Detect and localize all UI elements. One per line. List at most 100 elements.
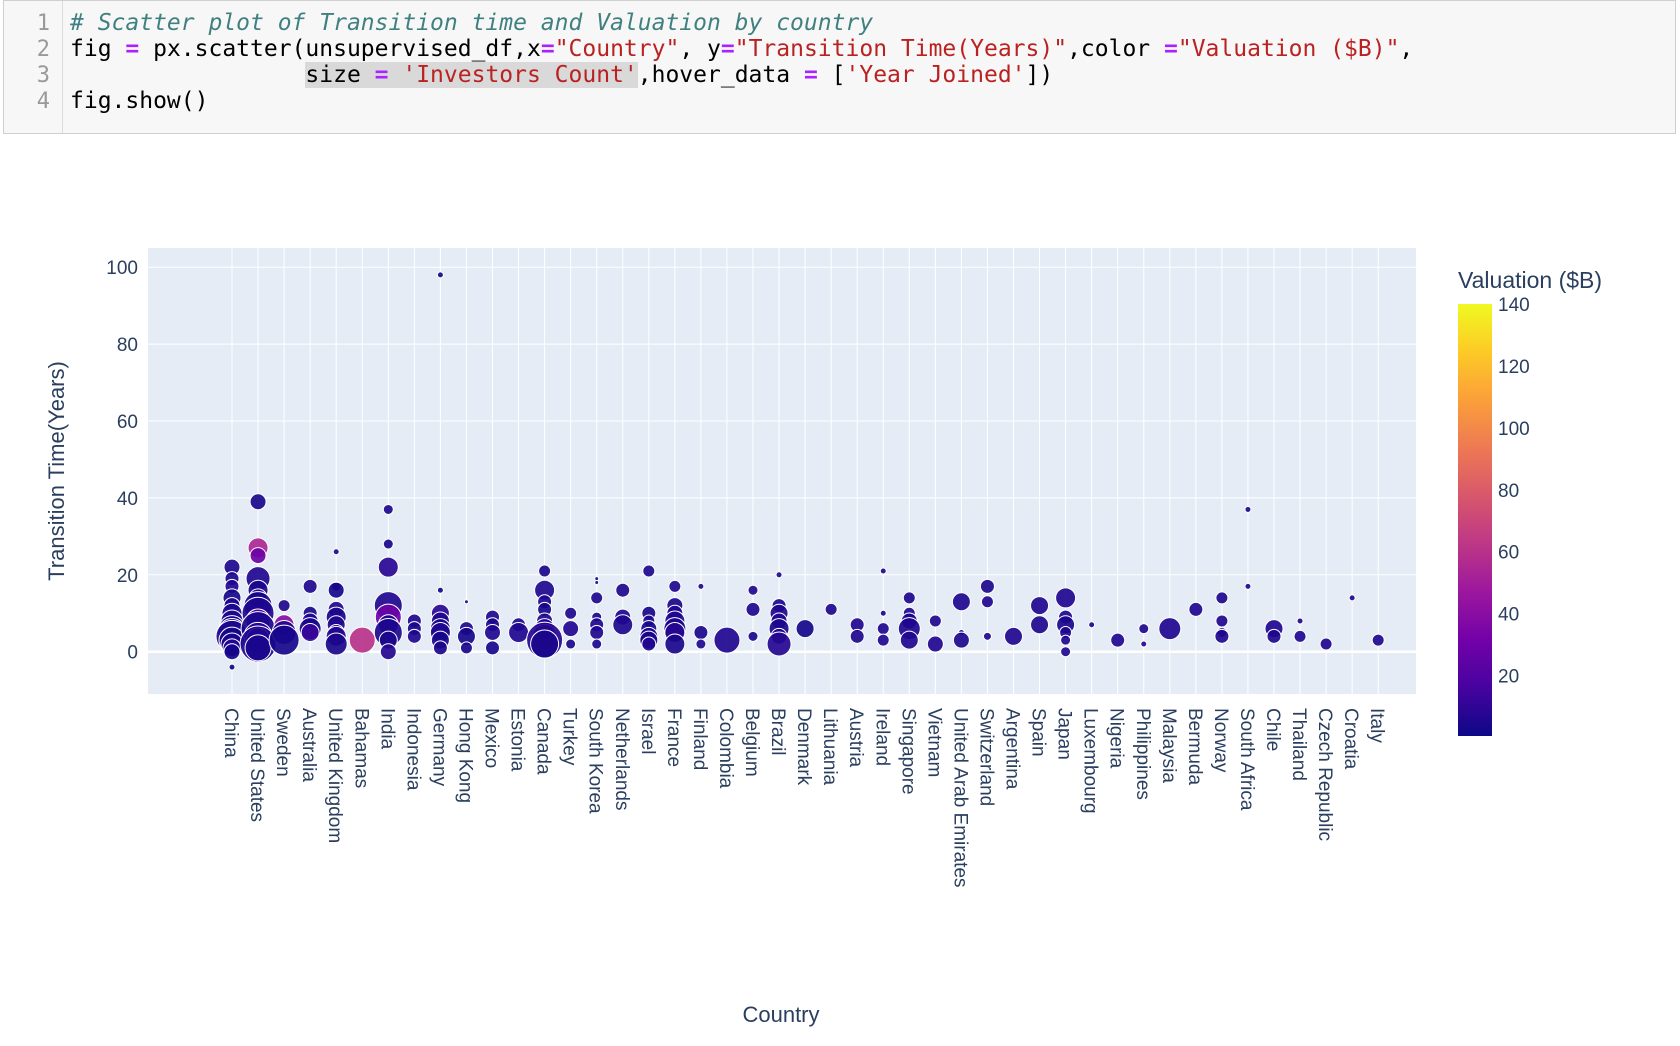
data-point[interactable] <box>899 630 919 650</box>
data-point[interactable] <box>249 547 267 565</box>
data-point[interactable] <box>747 584 759 596</box>
data-point[interactable] <box>432 640 448 656</box>
x-tick-label: Hong Kong <box>454 708 475 803</box>
data-point[interactable] <box>436 586 444 594</box>
data-point[interactable] <box>713 626 741 654</box>
data-point[interactable] <box>277 599 291 613</box>
data-point[interactable] <box>348 626 376 654</box>
data-point[interactable] <box>1030 596 1050 616</box>
data-point[interactable] <box>530 629 560 659</box>
code-line-4[interactable]: fig.show() <box>70 88 208 114</box>
data-point[interactable] <box>876 633 890 647</box>
data-point[interactable] <box>1030 615 1050 635</box>
data-point[interactable] <box>1138 623 1150 635</box>
data-point[interactable] <box>928 614 942 628</box>
data-point[interactable] <box>951 592 971 612</box>
data-point[interactable] <box>1371 633 1385 647</box>
data-point[interactable] <box>1348 594 1356 602</box>
data-point[interactable] <box>1244 505 1252 513</box>
data-point[interactable] <box>664 633 686 655</box>
data-point[interactable] <box>538 564 552 578</box>
data-point[interactable] <box>641 636 657 652</box>
data-point[interactable] <box>562 620 580 638</box>
data-point[interactable] <box>902 591 916 605</box>
data-point[interactable] <box>642 564 656 578</box>
data-point[interactable] <box>766 631 792 657</box>
data-point[interactable] <box>1060 634 1072 646</box>
data-point[interactable] <box>612 614 634 636</box>
data-point[interactable] <box>697 582 705 590</box>
data-point[interactable] <box>849 628 865 644</box>
code-cell[interactable]: 1 2 3 4 # Scatter plot of Transition tim… <box>3 0 1676 134</box>
data-point[interactable] <box>244 634 272 662</box>
data-point[interactable] <box>591 638 603 650</box>
data-point[interactable] <box>1158 617 1182 641</box>
data-point[interactable] <box>1293 629 1307 643</box>
data-point[interactable] <box>1140 640 1148 648</box>
code-token: "Transition Time(Years)" <box>734 36 1068 62</box>
data-point[interactable] <box>1110 632 1126 648</box>
data-point[interactable] <box>775 571 783 579</box>
data-point[interactable] <box>379 643 397 661</box>
data-point[interactable] <box>377 556 399 578</box>
data-point[interactable] <box>879 609 887 617</box>
data-point[interactable] <box>1215 591 1229 605</box>
code-line-1[interactable]: # Scatter plot of Transition time and Va… <box>70 10 873 36</box>
data-point[interactable] <box>332 548 340 556</box>
data-point[interactable] <box>1060 646 1072 658</box>
data-point[interactable] <box>879 567 887 575</box>
data-point[interactable] <box>249 493 267 511</box>
code-line-2[interactable]: fig = px.scatter(unsupervised_df,x="Coun… <box>70 36 1413 62</box>
data-point[interactable] <box>980 595 994 609</box>
data-point[interactable] <box>406 628 422 644</box>
data-point[interactable] <box>508 621 530 643</box>
data-point[interactable] <box>1088 621 1096 629</box>
data-point[interactable] <box>564 606 578 620</box>
data-point[interactable] <box>1055 587 1077 609</box>
data-point[interactable] <box>1244 582 1252 590</box>
code-token: ]) <box>1025 62 1054 88</box>
data-point[interactable] <box>876 622 890 636</box>
data-point[interactable] <box>589 624 605 640</box>
data-point[interactable] <box>382 538 394 550</box>
data-point[interactable] <box>1004 626 1023 646</box>
data-point[interactable] <box>463 599 469 605</box>
data-point[interactable] <box>436 271 444 279</box>
code-token: "Country" <box>554 36 680 62</box>
data-point[interactable] <box>300 622 320 642</box>
data-point[interactable] <box>668 579 682 593</box>
data-point[interactable] <box>1214 628 1230 644</box>
data-point[interactable] <box>324 632 348 656</box>
data-point[interactable] <box>982 631 992 641</box>
data-point[interactable] <box>228 663 236 671</box>
data-point[interactable] <box>1266 628 1282 644</box>
data-point[interactable] <box>693 624 709 640</box>
data-point[interactable] <box>484 623 501 641</box>
data-point[interactable] <box>485 640 500 656</box>
code-line-3[interactable]: size = 'Investors Count',hover_data = ['… <box>70 62 1053 88</box>
data-point[interactable] <box>382 503 394 515</box>
data-point[interactable] <box>590 591 604 605</box>
data-point[interactable] <box>1296 617 1304 625</box>
data-point[interactable] <box>594 580 600 585</box>
data-point[interactable] <box>615 582 631 598</box>
data-point[interactable] <box>565 638 577 650</box>
data-point[interactable] <box>327 581 345 599</box>
data-point[interactable] <box>795 619 815 639</box>
data-point[interactable] <box>747 630 759 642</box>
data-point[interactable] <box>1319 637 1333 651</box>
data-point[interactable] <box>926 635 944 653</box>
data-point[interactable] <box>745 601 761 617</box>
data-point[interactable] <box>459 641 473 655</box>
data-point[interactable] <box>979 578 995 594</box>
data-point[interactable] <box>952 631 970 649</box>
data-point[interactable] <box>695 638 707 650</box>
colorbar-tick-label: 100 <box>1498 419 1530 440</box>
data-point[interactable] <box>824 602 838 616</box>
data-point[interactable] <box>268 624 300 656</box>
data-point[interactable] <box>1188 601 1204 617</box>
data-point[interactable] <box>302 578 318 594</box>
data-point[interactable] <box>1215 614 1229 628</box>
data-point[interactable] <box>223 643 241 661</box>
